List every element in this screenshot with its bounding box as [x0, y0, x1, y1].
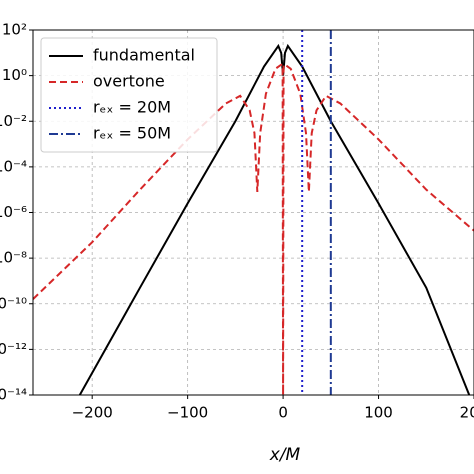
y-tick-label: 10⁻¹⁰: [0, 294, 27, 312]
plot-frame: [32, 29, 474, 396]
y-tick-label: 10⁻¹²: [0, 340, 27, 358]
y-tick-label: 10⁰: [2, 66, 27, 84]
x-tick-label: 0: [278, 404, 288, 422]
line-series: [33, 63, 474, 395]
x-tick-label: 200: [460, 404, 474, 422]
y-tick-label: 10²: [2, 21, 27, 39]
legend-label: rₑₓ = 50M: [93, 124, 171, 143]
x-tick-label: 100: [364, 404, 393, 422]
legend-label: rₑₓ = 20M: [93, 98, 171, 117]
x-tick-label: −100: [167, 404, 208, 422]
line-series: [78, 43, 471, 395]
y-tick-label: 10⁻²: [0, 112, 27, 130]
x-tick-label: −200: [72, 404, 113, 422]
y-tick-label: 10⁻⁶: [0, 203, 27, 221]
legend-label: fundamental: [93, 46, 195, 65]
y-tick-label: 10⁻⁴: [0, 157, 27, 175]
y-tick-label: 10⁻¹⁴: [0, 386, 27, 404]
legend-label: overtone: [93, 72, 165, 91]
legend-box: [40, 37, 218, 153]
y-tick-label: 10⁻⁸: [0, 249, 27, 267]
x-axis-label: x/M: [269, 445, 301, 465]
